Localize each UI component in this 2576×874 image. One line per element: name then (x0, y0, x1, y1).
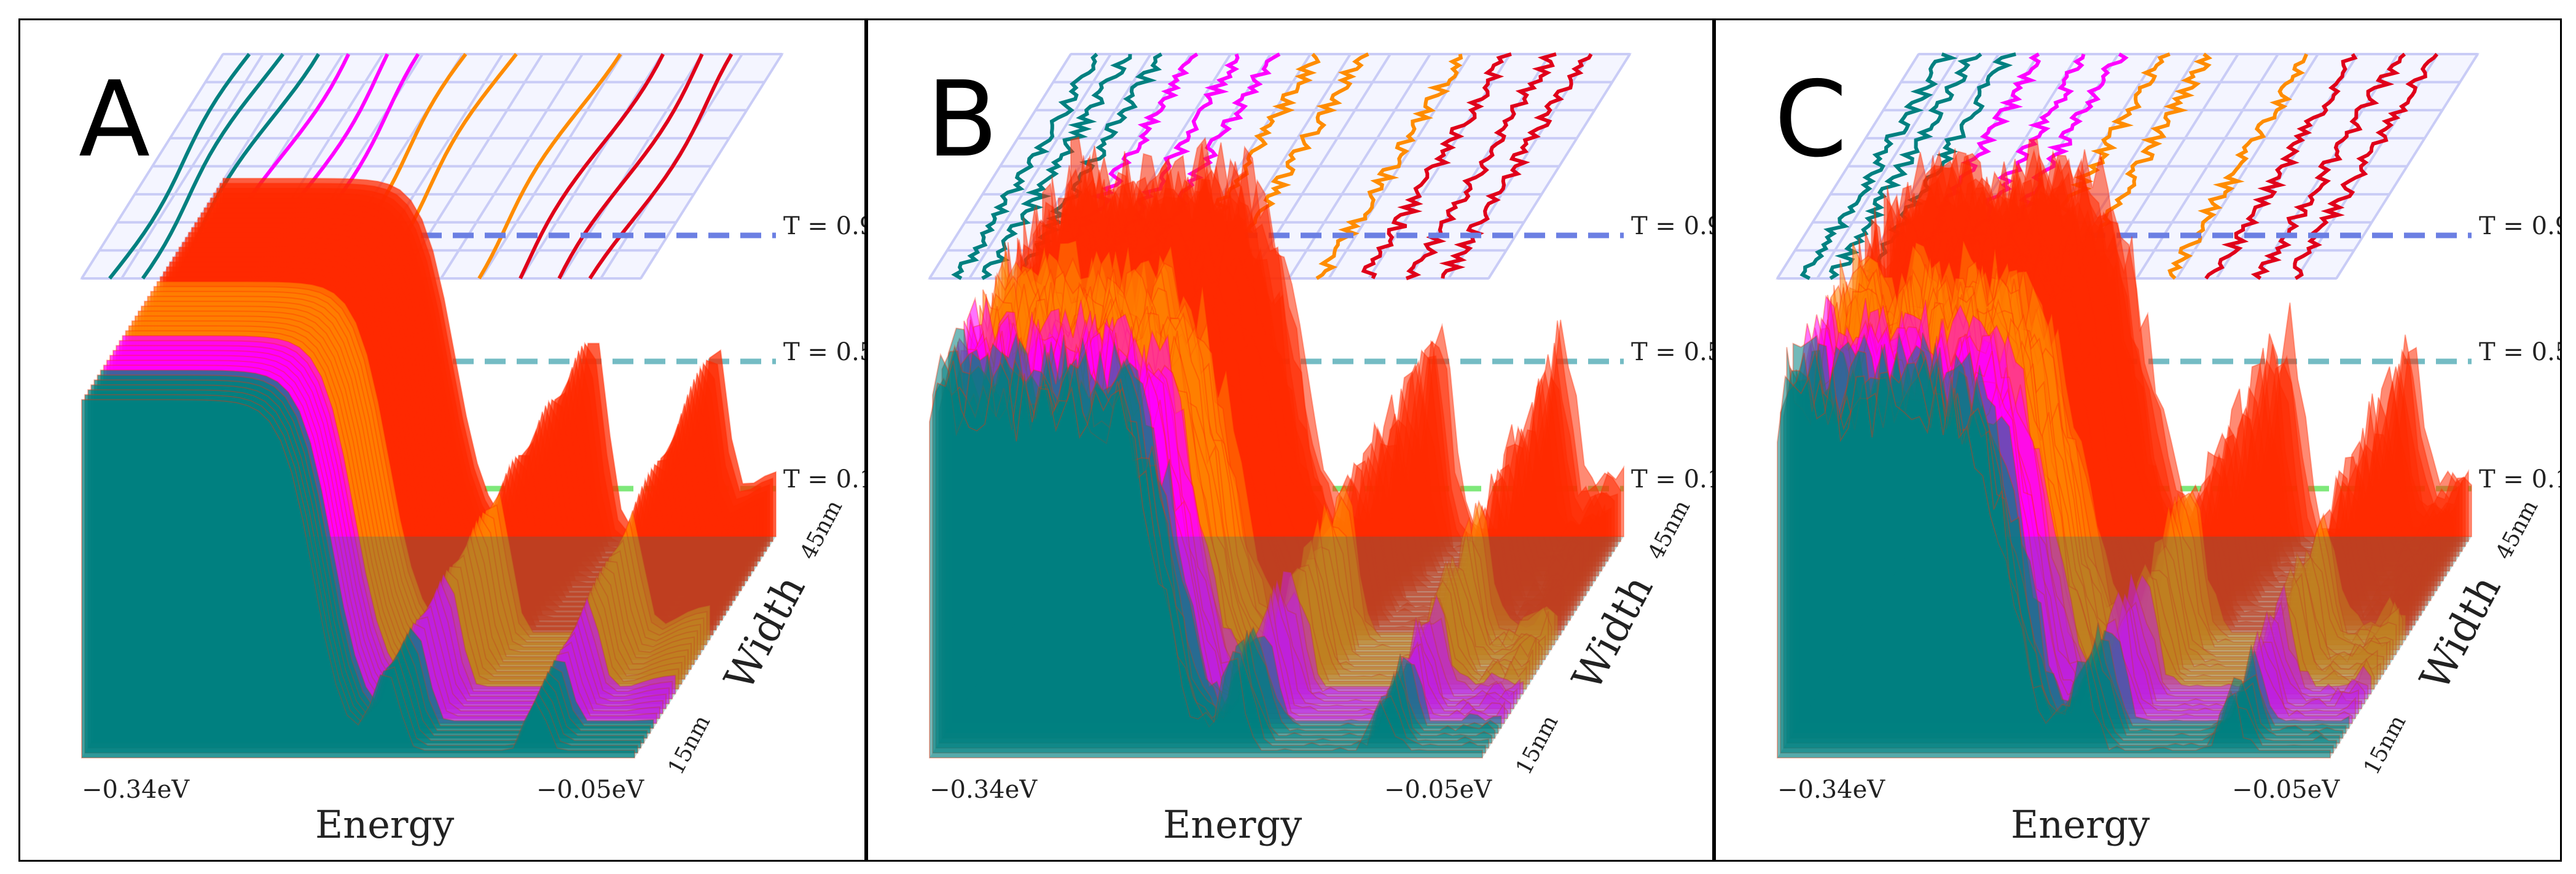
contour-line (981, 53, 1132, 280)
y-tick-label: 45nm (1643, 496, 1696, 564)
surface-strip (929, 360, 1483, 758)
contour-line (951, 52, 1098, 280)
contour-line (2167, 53, 2309, 280)
threshold-label: T = 0.5 (1631, 338, 1714, 366)
contour-line (1828, 52, 1983, 280)
surface (1777, 138, 2472, 758)
surface-strip (1777, 366, 2331, 758)
x-axis-label: Energy (315, 802, 454, 847)
contour-line (1799, 52, 1958, 280)
panel-label: B (926, 59, 998, 181)
threshold-label: T = 0.1 (783, 465, 866, 494)
contour-line (2204, 53, 2358, 280)
threshold-label: T = 0.9 (1631, 212, 1714, 240)
x-axis-label: Energy (2011, 802, 2150, 847)
chart-svg: T = 0.9 T = 0.5 T = 0.1 −0.34eV −0.05eV Energ… (1774, 52, 2562, 847)
contour-line (1315, 53, 1463, 280)
threshold-label: T = 0.1 (1631, 465, 1714, 494)
surface (929, 136, 1624, 758)
contour-line (477, 53, 622, 280)
x-tick-label: −0.34eV (82, 776, 190, 804)
contour-line (2250, 52, 2406, 280)
surface-strip (81, 399, 635, 758)
contour-line (1361, 52, 1512, 280)
panel-label: A (79, 59, 150, 181)
surface-floor (82, 537, 776, 758)
x-tick-label: −0.34eV (1777, 776, 1885, 804)
y-tick-label: 45nm (2491, 496, 2543, 564)
x-tick-label: −0.05eV (2232, 776, 2340, 804)
contour-line (557, 53, 704, 280)
contour-line (2293, 53, 2438, 280)
x-tick-label: −0.05eV (1384, 776, 1492, 804)
contour-line (1405, 52, 1557, 280)
surface-floor (930, 537, 1624, 758)
contour-line (141, 53, 284, 280)
surface-floor (1777, 537, 2472, 758)
y-tick-label: 15nm (1511, 711, 1564, 779)
chart-panel-b: T = 0.9 T = 0.5 T = 0.1 −0.34eV −0.05eV Energ… (866, 18, 1714, 862)
contour-line (1439, 53, 1593, 279)
contour-line (519, 53, 665, 280)
y-tick-label: 45nm (796, 496, 848, 564)
chart-panel-c: T = 0.9 T = 0.5 T = 0.1 −0.34eV −0.05eV Energ… (1714, 18, 2562, 862)
panel-label: C (1774, 59, 1847, 181)
x-tick-label: −0.34eV (930, 776, 1038, 804)
y-tick-label: 15nm (2359, 711, 2411, 779)
x-axis-label: Energy (1163, 802, 1302, 847)
x-tick-label: −0.05eV (536, 776, 644, 804)
y-tick-label: 15nm (664, 711, 716, 779)
chart-svg: T = 0.9 T = 0.5 T = 0.1 −0.34eV −0.05eV Energ… (926, 52, 1714, 847)
contour-line (108, 53, 251, 280)
threshold-label: T = 0.5 (783, 338, 866, 366)
chart-panel-a: T = 0.9 T = 0.5 T = 0.1 −0.34eV −0.05eV Energ… (18, 18, 866, 862)
surface (81, 178, 777, 758)
threshold-label: T = 0.5 (2479, 338, 2562, 366)
chart-svg: T = 0.9 T = 0.5 T = 0.1 −0.34eV −0.05eV Energ… (79, 53, 866, 847)
threshold-label: T = 0.9 (2479, 212, 2562, 240)
threshold-label: T = 0.1 (2479, 465, 2562, 494)
contour-line (588, 53, 734, 280)
threshold-label: T = 0.9 (783, 212, 866, 240)
